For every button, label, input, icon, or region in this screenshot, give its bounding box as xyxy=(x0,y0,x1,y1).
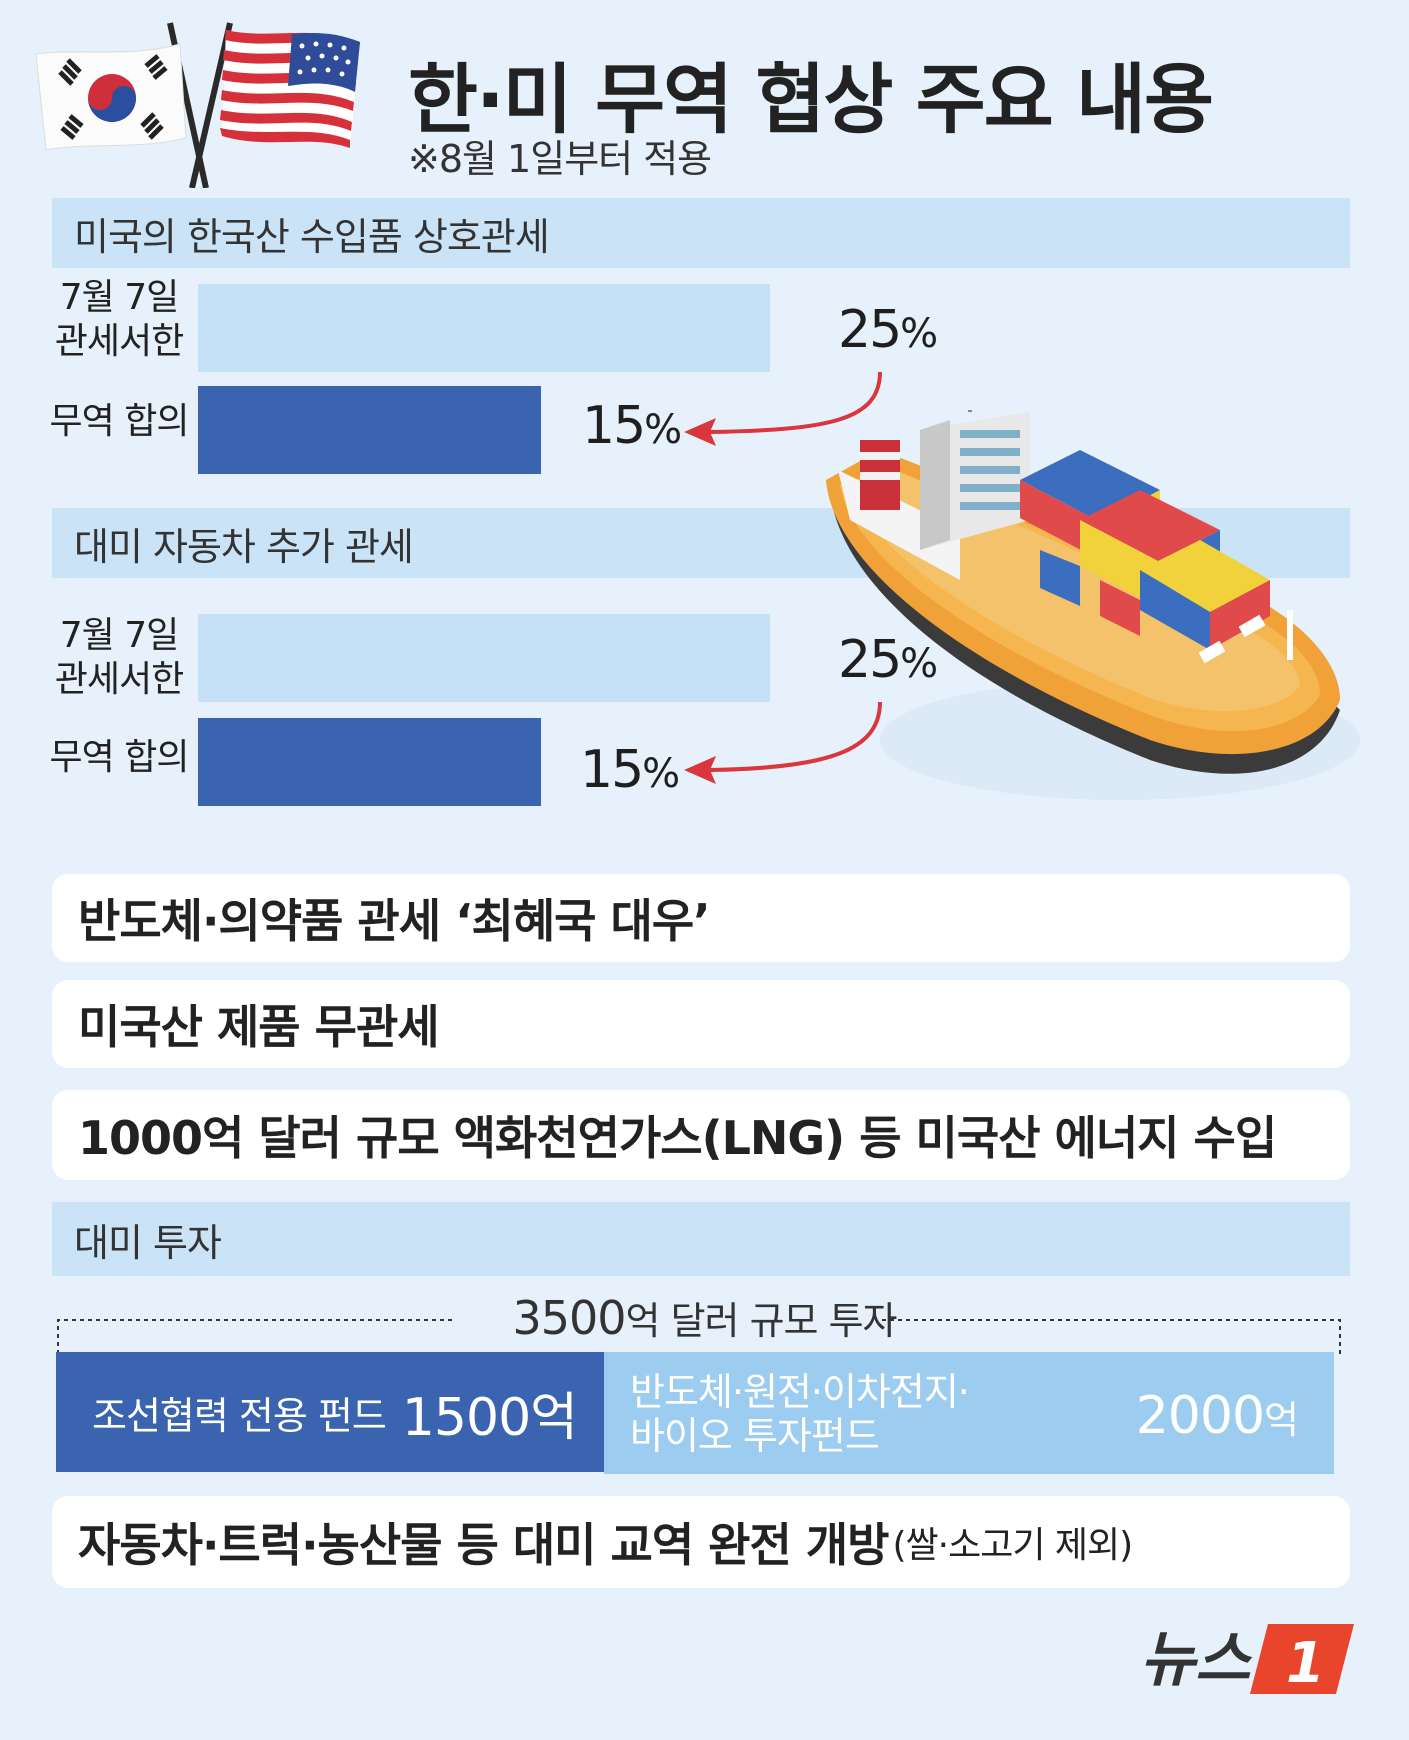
investment-title: 대미 투자 xyxy=(74,1220,222,1265)
chart2-reduction-arrow xyxy=(684,701,882,784)
logo-number: 1 xyxy=(1286,1631,1325,1696)
item-us-products-tariff-free: 미국산 제품 무관세 xyxy=(52,980,1350,1068)
chart1-value-2-num: 15 xyxy=(582,396,646,456)
chart1-value-1: 25% xyxy=(838,300,938,360)
fund2-amount: 2000억 xyxy=(1135,1386,1299,1446)
chart1-label-1: 7월 7일 관세서한 xyxy=(44,276,194,364)
chart1-title-band: 미국의 한국산 수입품 상호관세 xyxy=(52,198,1350,268)
chart1-reduction-arrow xyxy=(684,371,882,446)
chart2-bar-2 xyxy=(198,718,541,806)
fund2-amount-num: 2000 xyxy=(1135,1386,1265,1446)
chart1-value-2-unit: % xyxy=(644,407,682,453)
chart1-label-1-line2: 관세서한 xyxy=(54,321,184,362)
investment-total-rest: 억 달러 규모 투자 xyxy=(625,1299,898,1343)
item-lng-import: 1000억 달러 규모 액화천연가스(LNG) 등 미국산 에너지 수입 xyxy=(52,1090,1350,1180)
chart2-bar-1 xyxy=(198,614,770,702)
fund1-label: 조선협력 전용 펀드 xyxy=(92,1393,387,1438)
chart2-label-1-line1: 7월 7일 xyxy=(59,615,180,656)
chart1-value-2: 15% xyxy=(582,396,682,456)
fund1-amount: 1500억 xyxy=(401,1387,578,1448)
chart1-bar-1 xyxy=(198,284,770,372)
flags-illustration xyxy=(35,22,360,188)
item1-text: 반도체·의약품 관세 ‘최혜국 대우’ xyxy=(78,894,711,948)
korea-flag-icon xyxy=(35,43,187,151)
item2-text: 미국산 제품 무관세 xyxy=(78,1000,440,1054)
news1-logo: 뉴스 1 xyxy=(1140,1614,1360,1704)
chart2-label-1: 7월 7일 관세서한 xyxy=(44,614,194,702)
page-subtitle: ※8월 1일부터 적용 xyxy=(408,137,712,181)
item-semiconductor-pharma: 반도체·의약품 관세 ‘최혜국 대우’ xyxy=(52,874,1350,962)
fund2-desc: 반도체·원전·이차전지· 바이오 투자펀드 xyxy=(630,1370,970,1458)
chart2-value-2-num: 15 xyxy=(580,740,644,800)
fund2-line1: 반도체·원전·이차전지· xyxy=(630,1370,970,1414)
usa-flag-icon xyxy=(220,30,360,148)
chart2-title: 대미 자동차 추가 관세 xyxy=(74,524,414,569)
chart1-label-1-line1: 7월 7일 xyxy=(59,277,180,318)
chart2-label-1-line2: 관세서한 xyxy=(54,659,184,700)
page-title: 한·미 무역 협상 주요 내용 xyxy=(408,55,1214,144)
chart1-value-1-num: 25 xyxy=(838,300,902,360)
chart2-value-2: 15% xyxy=(580,740,680,800)
chart2-value-1-unit: % xyxy=(900,641,938,687)
investment-title-band: 대미 투자 xyxy=(52,1202,1350,1276)
investment-total-amount: 3500 xyxy=(512,1291,626,1345)
fund2-line2: 바이오 투자펀드 xyxy=(630,1414,880,1458)
investment-bracket xyxy=(57,1319,1341,1354)
chart1-value-1-unit: % xyxy=(900,311,938,357)
chart1-label-2: 무역 합의 xyxy=(49,401,190,442)
fund-shipbuilding: 조선협력 전용 펀드 1500억 xyxy=(56,1352,604,1472)
chart2-value-1: 25% xyxy=(838,630,938,690)
fund-semiconductor-etc: 반도체·원전·이차전지· 바이오 투자펀드 2000억 xyxy=(604,1352,1334,1474)
item3-text: 1000억 달러 규모 액화천연가스(LNG) 등 미국산 에너지 수입 xyxy=(78,1111,1277,1165)
chart2-label-2: 무역 합의 xyxy=(49,737,190,778)
fund2-amount-unit: 억 xyxy=(1264,1398,1299,1442)
news1-logo-graphic: 뉴스 1 xyxy=(1140,1624,1354,1696)
chart2-value-1-num: 25 xyxy=(838,630,902,690)
item-trade-opening: 자동차·트럭·농산물 등 대미 교역 완전 개방 (쌀·소고기 제외) xyxy=(52,1496,1350,1588)
chart2-value-2-unit: % xyxy=(642,751,680,797)
chart1-bar-2 xyxy=(198,386,541,474)
chart1-title: 미국의 한국산 수입품 상호관세 xyxy=(74,214,550,259)
trade-opening-note: (쌀·소고기 제외) xyxy=(892,1525,1133,1566)
logo-text: 뉴스 xyxy=(1140,1625,1253,1695)
investment-total: 3500억 달러 규모 투자 xyxy=(0,1290,1409,1345)
trade-opening-main: 자동차·트럭·농산물 등 대미 교역 완전 개방 xyxy=(78,1518,889,1572)
container-ship-icon xyxy=(826,410,1360,800)
